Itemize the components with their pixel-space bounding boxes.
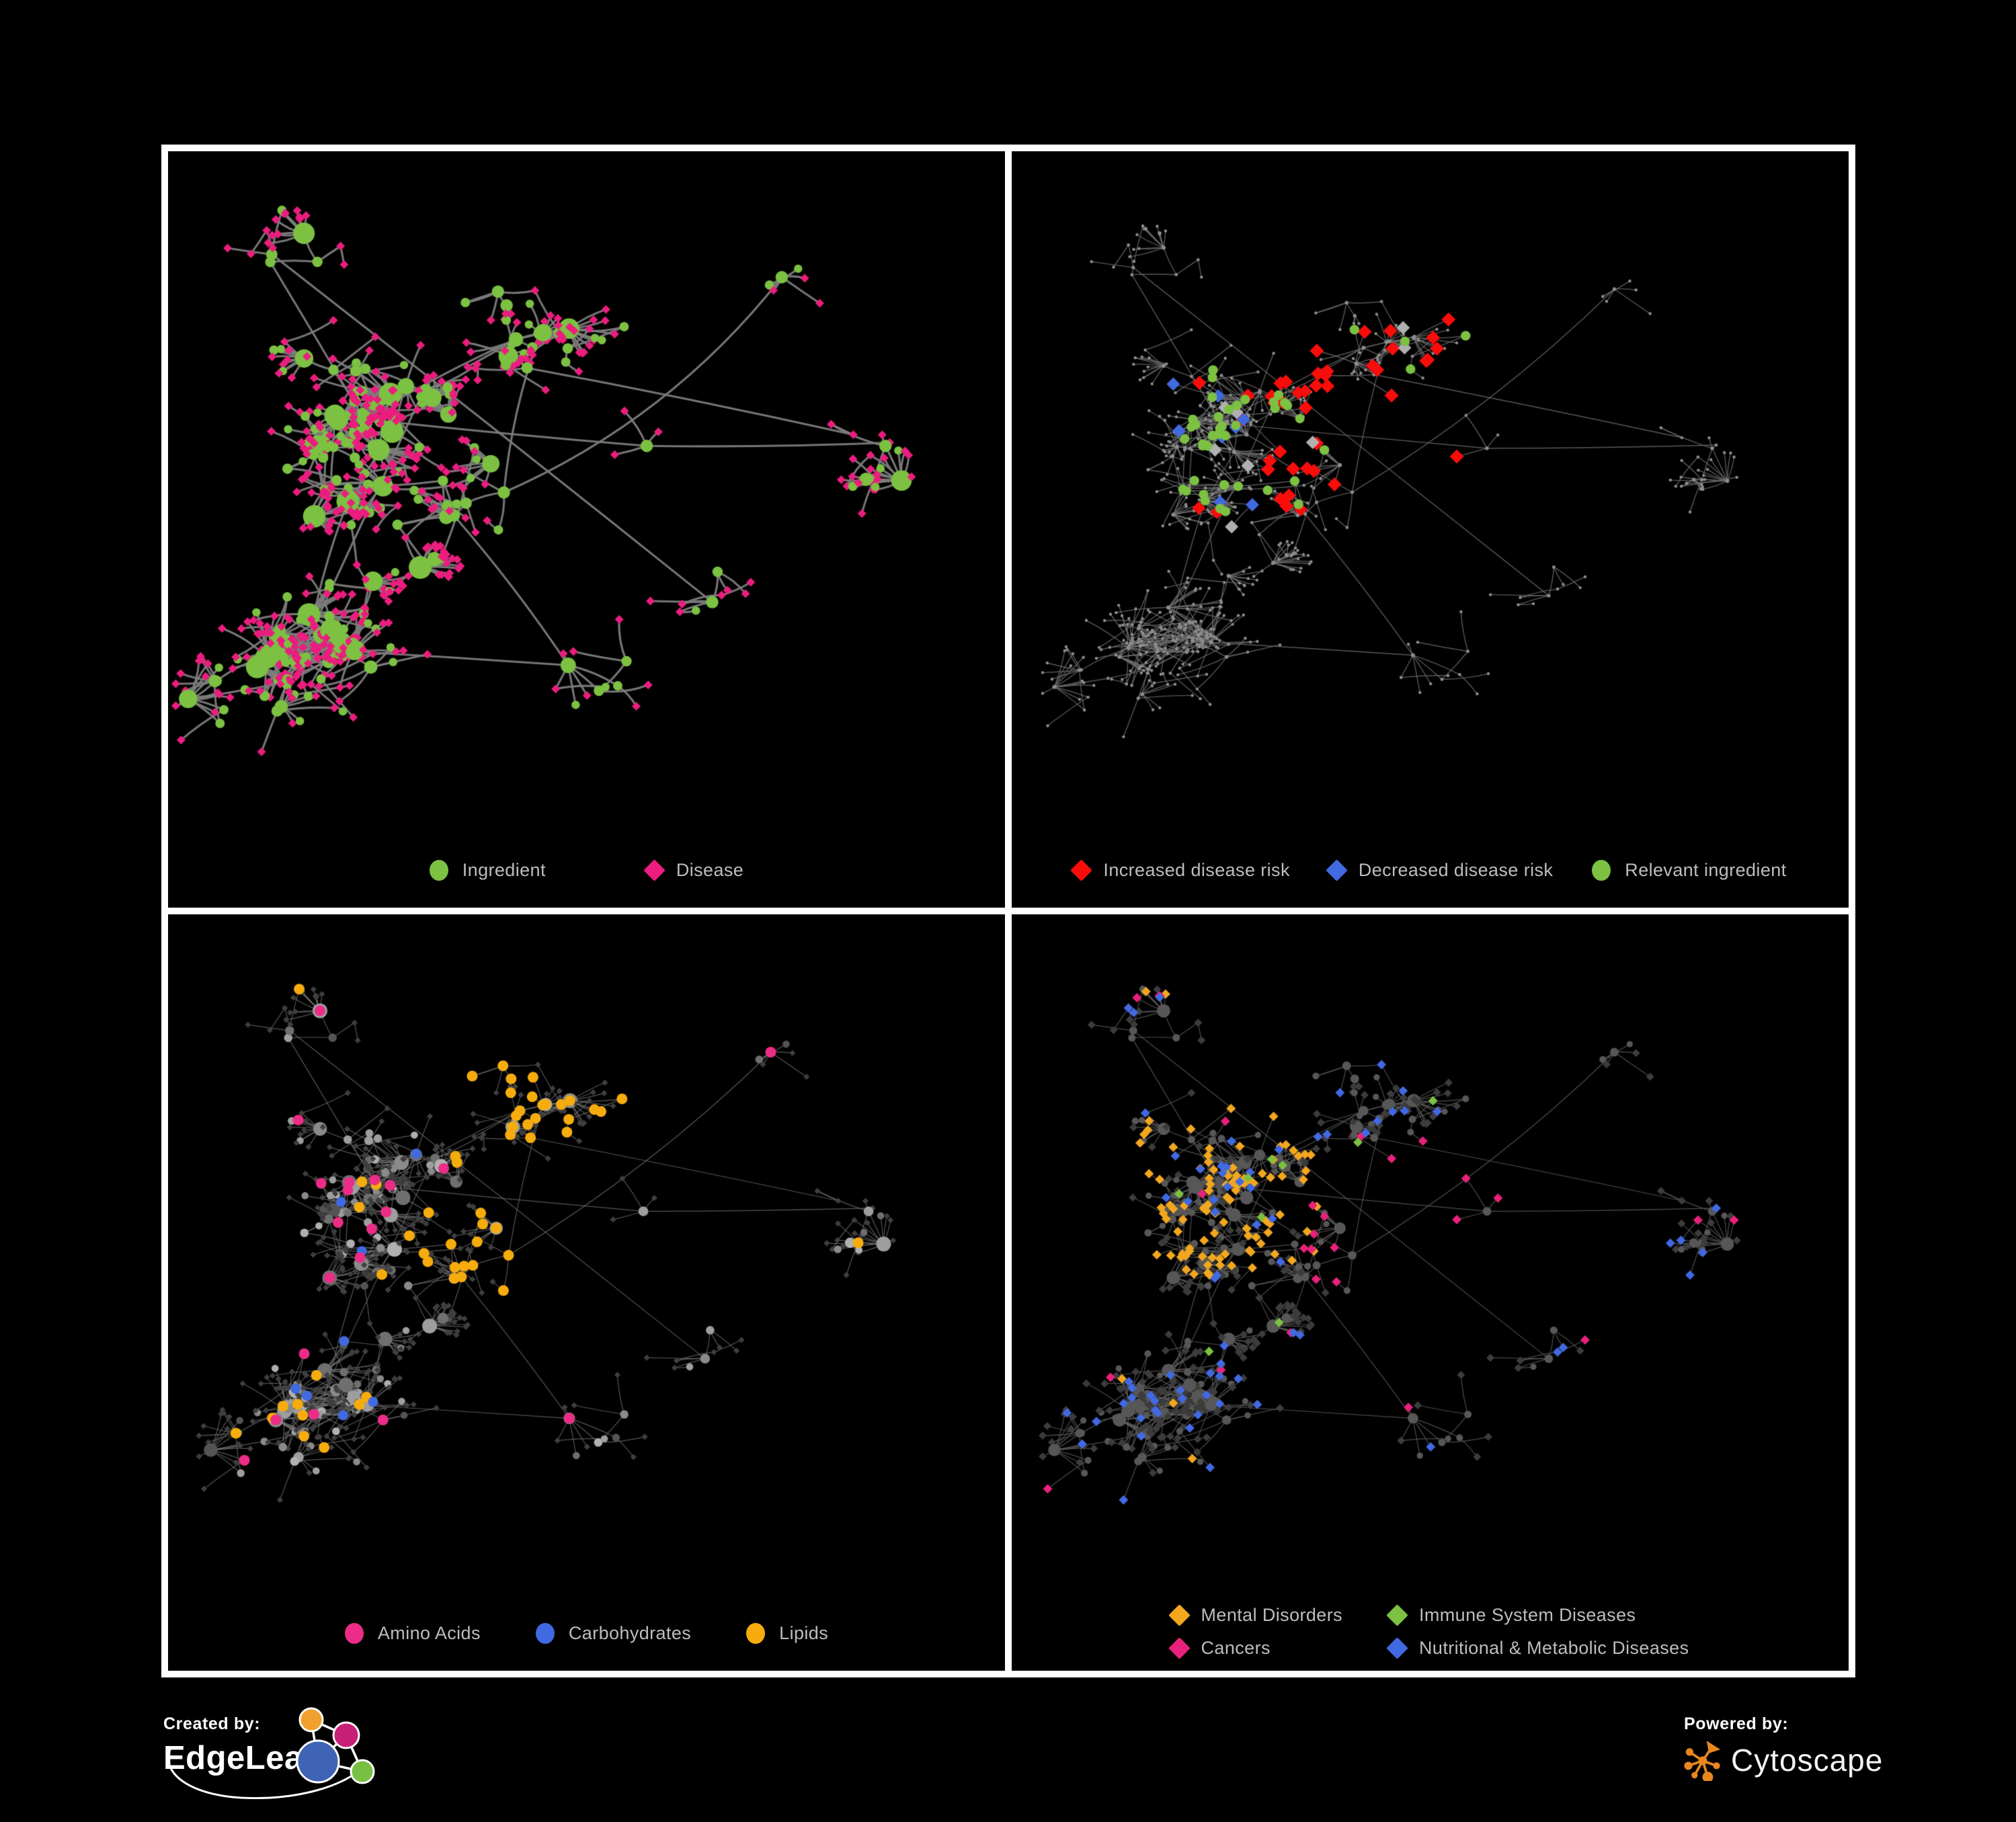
legend-item-nutritional-metabolic-diseases: Nutritional & Metabolic Diseases — [1386, 1637, 1689, 1659]
panel-disease-risk: Increased disease risk Decreased disease… — [1012, 151, 1849, 908]
increased-risk-diamond-marker — [1070, 859, 1093, 881]
disease-risk-network-canvas — [1012, 151, 1849, 908]
legend-item-disease: Disease — [643, 859, 744, 881]
legend-label-increased-risk: Increased disease risk — [1103, 860, 1290, 880]
legend-item-ingredient: Ingredient — [429, 860, 546, 881]
legend-label-relevant-ingredient: Relevant ingredient — [1625, 860, 1787, 880]
legend-label-nutritional-metabolic-diseases: Nutritional & Metabolic Diseases — [1419, 1638, 1689, 1658]
legend-label-mental-disorders: Mental Disorders — [1201, 1605, 1342, 1625]
disease-class-network-canvas — [1012, 914, 1849, 1671]
cancers-diamond-marker — [1168, 1637, 1191, 1659]
legend-item-cancers: Cancers — [1168, 1637, 1342, 1659]
cytoscape-credit: Powered by: Cytoscape — [1684, 1714, 1912, 1815]
amino-acids-circle-marker — [344, 1623, 364, 1644]
legend-item-increased-risk: Increased disease risk — [1070, 859, 1290, 881]
legend-label-amino-acids: Amino Acids — [377, 1623, 481, 1643]
cytoscape-wordmark: Cytoscape — [1731, 1743, 1884, 1778]
legend-ingredient-disease: Ingredient Disease — [168, 859, 1005, 881]
powered-by-label: Powered by: — [1684, 1714, 1789, 1733]
cytoscape-logo-icon — [1684, 1741, 1721, 1781]
decreased-risk-diamond-marker — [1326, 859, 1348, 881]
legend-label-lipids: Lipids — [779, 1623, 829, 1643]
panel-disease-classes: Mental Disorders Immune System Diseases … — [1012, 914, 1849, 1671]
lipids-circle-marker — [746, 1623, 766, 1644]
disease-diamond-marker — [643, 859, 666, 881]
panel-nutrient-classes: Amino Acids Carbohydrates Lipids — [168, 914, 1005, 1671]
legend-disease-classes: Mental Disorders Immune System Diseases … — [1012, 1604, 1849, 1659]
legend-item-carbohydrates: Carbohydrates — [535, 1623, 692, 1644]
nutrient-class-network-canvas — [168, 914, 1005, 1671]
legend-label-carbohydrates: Carbohydrates — [568, 1623, 692, 1643]
legend-disease-risk: Increased disease risk Decreased disease… — [1012, 859, 1849, 881]
legend-label-immune-system-diseases: Immune System Diseases — [1419, 1605, 1636, 1625]
edgeleap-credit: Created by: EdgeLeap — [163, 1707, 432, 1822]
relevant-ingredient-circle-marker — [1592, 860, 1611, 881]
legend-label-cancers: Cancers — [1201, 1638, 1271, 1658]
legend-item-decreased-risk: Decreased disease risk — [1326, 859, 1554, 881]
created-by-label: Created by: — [163, 1714, 261, 1733]
ingredient-disease-network-canvas — [168, 151, 1005, 908]
legend-item-relevant-ingredient: Relevant ingredient — [1592, 860, 1786, 881]
edgeleap-wordmark: EdgeLeap — [163, 1740, 324, 1776]
ingredient-circle-marker — [429, 860, 448, 881]
legend-item-lipids: Lipids — [746, 1623, 828, 1644]
legend-nutrient-classes: Amino Acids Carbohydrates Lipids — [168, 1623, 1005, 1644]
panel-ingredient-disease: Ingredient Disease — [168, 151, 1005, 908]
cytoscape-logo-row: Cytoscape — [1684, 1739, 1912, 1781]
nutritional-metabolic-diseases-diamond-marker — [1386, 1637, 1408, 1659]
legend-label-ingredient: Ingredient — [462, 860, 546, 880]
legend-item-immune-system-diseases: Immune System Diseases — [1386, 1604, 1689, 1626]
legend-label-decreased-risk: Decreased disease risk — [1358, 860, 1554, 880]
four-panel-figure-frame: Ingredient Disease Increased disease ris… — [161, 145, 1855, 1677]
legend-item-amino-acids: Amino Acids — [344, 1623, 481, 1644]
legend-item-mental-disorders: Mental Disorders — [1168, 1604, 1342, 1626]
mental-disorders-diamond-marker — [1168, 1604, 1191, 1626]
legend-label-disease: Disease — [676, 860, 744, 880]
immune-system-diseases-diamond-marker — [1386, 1604, 1408, 1626]
carbohydrates-circle-marker — [535, 1623, 555, 1644]
